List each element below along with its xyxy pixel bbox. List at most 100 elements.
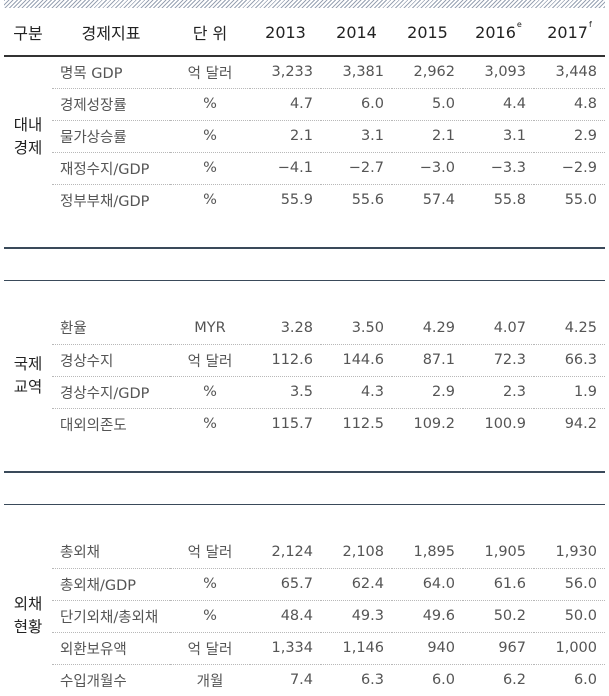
row-indicator: 경상수지 [52,344,170,377]
table-row: 경상수지 억 달러 112.6 144.6 87.1 72.3 66.3 [4,344,605,377]
cell-2013: 65.7 [250,568,321,601]
economic-indicators-table: 구분 경제지표 단 위 2013 2014 2015 2016e 2017f 대… [4,9,605,696]
cell-2016: 100.9 [484,416,526,433]
cell-2017: 66.3 [534,344,605,377]
cell-2017: 55.0 [564,192,597,209]
cell-2016: 3,093 [463,56,534,89]
cell-2013: 3.28 [250,312,321,345]
cell-2014: 4.3 [321,376,392,409]
cell-2017: 4.8 [534,88,605,121]
table-row: 물가상승률 % 2.1 3.1 2.1 3.1 2.9 [4,120,605,153]
cell-2015: 64.0 [392,568,463,601]
cell-2013: 55.9 [280,192,313,209]
cell-2017: 6.0 [573,672,597,689]
table-row: 외채 현황 총외채 억 달러 2,124 2,108 1,895 1,905 1,… [4,536,605,636]
row-unit: 억 달러 [170,56,250,89]
cell-2017: 3,448 [534,56,605,89]
group-spacer [4,280,605,312]
header-year-2016: 2016e [463,9,534,57]
cell-2017: −2.9 [534,152,605,185]
cell-2016: 61.6 [463,568,534,601]
cell-2014: 1,146 [321,632,392,665]
row-unit: % [203,192,217,209]
row-indicator: 총외채/GDP [52,568,170,601]
row-unit: % [170,600,250,633]
estimate-mark: e [516,19,522,29]
cell-2014: 49.3 [321,600,392,633]
header-hatch-bar [4,0,605,8]
table-body: 대내 경제 명목 GDP 억 달러 3,233 3,381 2,962 3,093… [4,56,605,696]
cell-2015: 57.4 [422,192,455,209]
cell-2013: 112.6 [250,344,321,377]
row-indicator: 환율 [52,312,170,345]
forecast-mark: f [588,19,592,29]
cell-2016: 6.2 [502,672,526,689]
row-indicator: 수입개월수 [60,673,127,690]
cell-2014: 144.6 [321,344,392,377]
cell-2014: 2,108 [321,536,392,569]
row-indicator: 물가상승률 [52,120,170,153]
cell-2015: 49.6 [392,600,463,633]
cell-2017: 50.0 [534,600,605,633]
row-indicator: 경제성장률 [52,88,170,121]
group-label-domestic-economy: 대내 경제 [13,115,43,157]
group-spacer [4,216,605,248]
cell-2017: 1,000 [534,632,605,665]
cell-2013: −4.1 [250,152,321,185]
cell-2015: 1,895 [392,536,463,569]
cell-2015: 940 [392,632,463,665]
cell-2016: 55.8 [493,192,526,209]
cell-2013: 4.7 [250,88,321,121]
cell-2014: 6.0 [321,88,392,121]
header-year-2013: 2013 [250,9,321,57]
table-row: 경제성장률 % 4.7 6.0 5.0 4.4 4.8 [4,88,605,121]
cell-2014: 112.5 [342,416,384,433]
row-indicator: 정부부채/GDP [60,193,150,210]
header-unit: 단 위 [170,9,250,57]
cell-2015: 6.0 [431,672,455,689]
header-year-2017: 2017f [534,9,605,57]
cell-2017: 4.25 [534,312,605,345]
row-indicator: 경상수지/GDP [52,376,170,409]
cell-2013: 1,334 [250,632,321,665]
row-unit: % [170,568,250,601]
cell-2016: 3.1 [463,120,534,153]
cell-2015: 5.0 [392,88,463,121]
row-unit: MYR [170,312,250,345]
cell-2015: 4.29 [392,312,463,345]
row-indicator: 대외의존도 [60,417,127,434]
cell-2014: 3.1 [321,120,392,153]
header-year-2015: 2015 [392,9,463,57]
cell-2016: 1,905 [463,536,534,569]
cell-2016: 2.3 [463,376,534,409]
cell-2013: 115.7 [271,416,313,433]
cell-2014: −2.7 [321,152,392,185]
cell-2013: 7.4 [289,672,313,689]
table-row: 경상수지/GDP % 3.5 4.3 2.9 2.3 1.9 [4,376,605,409]
cell-2016: 4.4 [463,88,534,121]
row-unit: % [203,416,217,433]
group-separator [4,471,605,505]
row-indicator: 명목 GDP [52,56,170,89]
row-unit: 억 달러 [170,344,250,377]
group-label-international-trade: 국제 교역 [13,355,43,396]
cell-2013: 2,124 [250,536,321,569]
row-unit: % [170,376,250,409]
cell-2017: 1,930 [534,536,605,569]
row-unit: % [170,88,250,121]
header-year-2014: 2014 [321,9,392,57]
header-category: 구분 [4,9,52,57]
cell-2016: 50.2 [463,600,534,633]
row-indicator: 총외채 [52,536,170,569]
cell-2015: 2.1 [392,120,463,153]
cell-2016: 4.07 [463,312,534,345]
cell-2015: 2,962 [392,56,463,89]
cell-2013: 2.1 [250,120,321,153]
cell-2016: −3.3 [463,152,534,185]
table-row: 정부부채/GDP % 55.9 55.6 57.4 55.8 55.0 [4,184,605,216]
header-indicator: 경제지표 [52,9,170,57]
cell-2014: 62.4 [321,568,392,601]
cell-2013: 48.4 [250,600,321,633]
cell-2017: 56.0 [534,568,605,601]
row-unit: % [170,120,250,153]
